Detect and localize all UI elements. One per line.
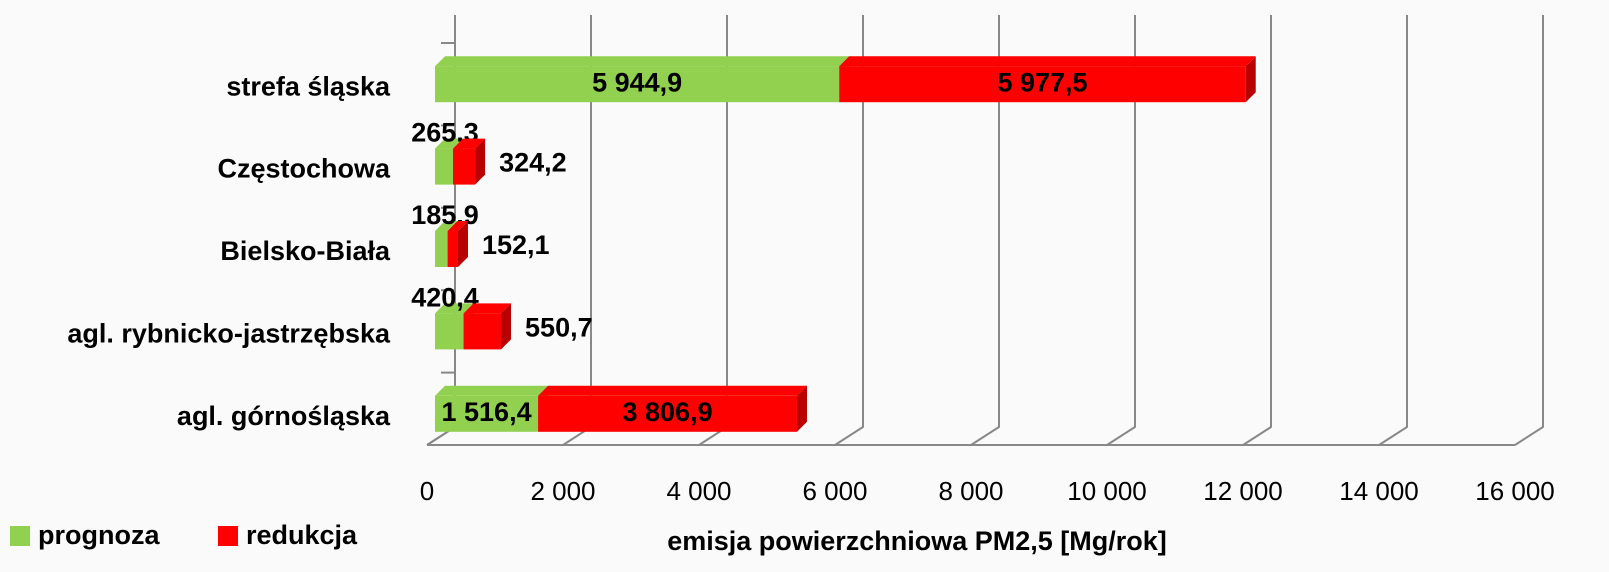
bar-side [475,138,486,185]
category-label: strefa śląska [226,71,391,101]
bar-side [501,303,512,350]
data-label: 152,1 [482,230,550,260]
category-label: Bielsko-Biała [220,236,391,266]
bar-top [435,303,474,314]
x-tick-label: 4 000 [666,476,731,506]
bar-top [435,221,458,231]
bar [435,66,840,103]
data-label: 5 977,5 [997,67,1087,97]
bar-side [796,385,807,432]
legend-swatch [218,526,238,546]
bar [435,395,539,432]
x-tick-label: 2 000 [530,476,595,506]
bar-side [1245,56,1256,103]
data-label: 3 806,9 [623,397,713,427]
bar-top [435,138,464,149]
bar-top [435,385,549,396]
bar [435,148,454,185]
bar [435,231,448,267]
x-tick-label: 10 000 [1067,476,1147,506]
category-label: agl. rybnicko-jastrzębska [67,319,391,349]
bar [435,313,464,350]
bar [447,231,458,267]
x-tick-label: 6 000 [802,476,867,506]
x-tick-label: 16 000 [1475,476,1555,506]
x-tick-label: 8 000 [938,476,1003,506]
grid-line [1514,15,1544,446]
bar-top [447,221,468,231]
data-label: 420,4 [411,283,479,313]
x-tick-label: 0 [420,476,434,506]
grid-line [1242,15,1272,446]
bar-top [538,385,807,396]
data-label: 1 516,4 [442,397,532,427]
legend-swatch [10,526,30,546]
bar [453,148,476,185]
grid-line [970,15,1000,446]
bar-top [453,138,486,149]
x-axis-title: emisja powierzchniowa PM2,5 [Mg/rok] [667,526,1167,556]
category-label: Częstochowa [217,154,391,184]
x-tick-label: 14 000 [1339,476,1419,506]
grid-line [834,15,864,446]
bar-side [457,221,468,267]
legend-label: redukcja [246,520,358,550]
legend-label: prognoza [38,520,160,550]
category-label: agl. górnośląska [177,401,391,431]
bar-top [463,303,512,314]
data-label: 324,2 [499,148,567,178]
data-label: 5 944,9 [592,67,682,97]
x-tick-label: 12 000 [1203,476,1283,506]
data-label: 185,9 [411,200,479,230]
data-label: 550,7 [525,313,593,343]
grid-line [1378,15,1408,446]
bar [839,66,1246,103]
grid-line [1106,15,1136,446]
bar-top [839,56,1256,67]
bar [538,395,797,432]
bar [463,313,502,350]
bar-top [435,56,850,67]
